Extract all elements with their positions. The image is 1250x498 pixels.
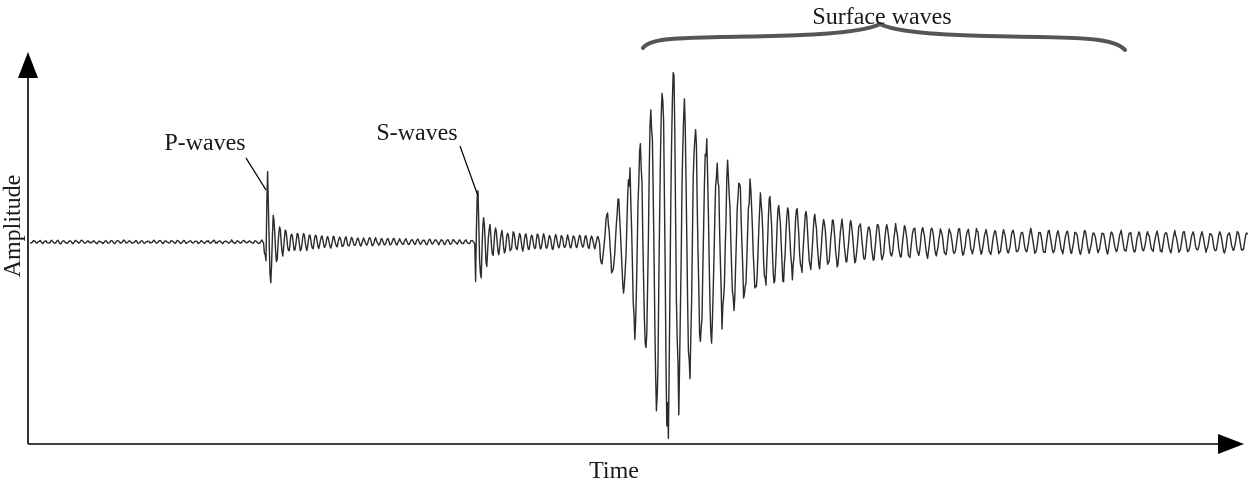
surface-waves-brace <box>641 21 1127 52</box>
y-axis-arrow <box>18 52 38 78</box>
s-waves-leader <box>459 145 479 197</box>
x-axis-arrow <box>1218 434 1244 454</box>
p-waves-leader <box>245 157 267 191</box>
p-waves-label: P-waves <box>164 130 245 156</box>
seismogram-trace <box>29 71 1249 439</box>
surface-waves-label: Surface waves <box>812 4 951 30</box>
x-axis-label: Time <box>589 458 639 484</box>
y-axis-label: Amplitude <box>0 175 26 278</box>
s-waves-label: S-waves <box>376 120 457 146</box>
